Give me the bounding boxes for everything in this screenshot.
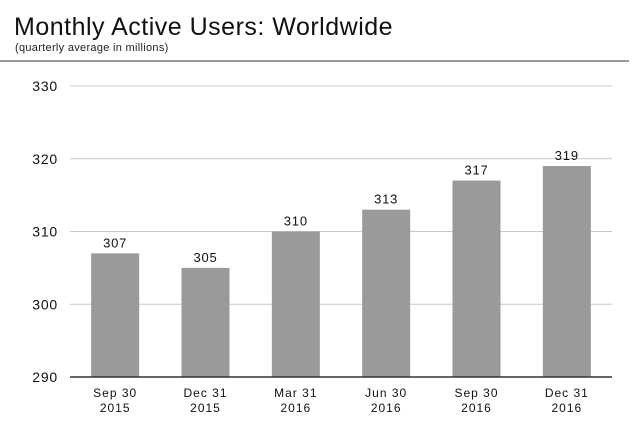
x-tick-label-year: 2016 xyxy=(371,401,402,415)
data-labels: 307 305 310 313 317 319 xyxy=(103,148,579,265)
x-tick-label-year: 2016 xyxy=(280,401,311,415)
x-tick-label-year: 2016 xyxy=(551,401,582,415)
title-divider xyxy=(0,60,629,62)
y-tick-label: 330 xyxy=(32,78,58,94)
x-tick-label-year: 2016 xyxy=(461,401,492,415)
bar xyxy=(362,209,411,377)
gridlines xyxy=(70,85,612,305)
bar xyxy=(542,166,591,377)
y-tick-label: 310 xyxy=(32,224,58,240)
data-label: 317 xyxy=(464,163,488,178)
chart-subtitle: (quarterly average in millions) xyxy=(15,42,169,54)
x-tick-label: Mar 31 xyxy=(274,386,317,400)
bar xyxy=(181,267,230,377)
x-tick-label: Dec 31 xyxy=(183,386,227,400)
x-tick-label: Sep 30 xyxy=(93,386,137,400)
x-tick-label: Jun 30 xyxy=(365,386,407,400)
y-axis-ticks: 290 300 310 320 330 xyxy=(32,78,58,385)
data-label: 319 xyxy=(555,148,579,163)
x-tick-label: Sep 30 xyxy=(454,386,498,400)
data-label: 307 xyxy=(103,235,127,250)
bar xyxy=(271,231,320,377)
bar xyxy=(91,253,140,377)
y-tick-label: 300 xyxy=(32,296,58,312)
data-label: 305 xyxy=(193,250,217,265)
x-tick-label: Dec 31 xyxy=(545,386,589,400)
bars xyxy=(91,166,591,377)
data-label: 313 xyxy=(374,192,398,207)
data-label: 310 xyxy=(284,214,308,229)
x-tick-label-year: 2015 xyxy=(190,401,221,415)
chart-title: Monthly Active Users: Worldwide xyxy=(14,13,394,41)
x-tick-label-year: 2015 xyxy=(100,401,131,415)
bar xyxy=(452,180,501,377)
y-tick-label: 290 xyxy=(32,369,58,385)
y-tick-label: 320 xyxy=(32,151,58,167)
